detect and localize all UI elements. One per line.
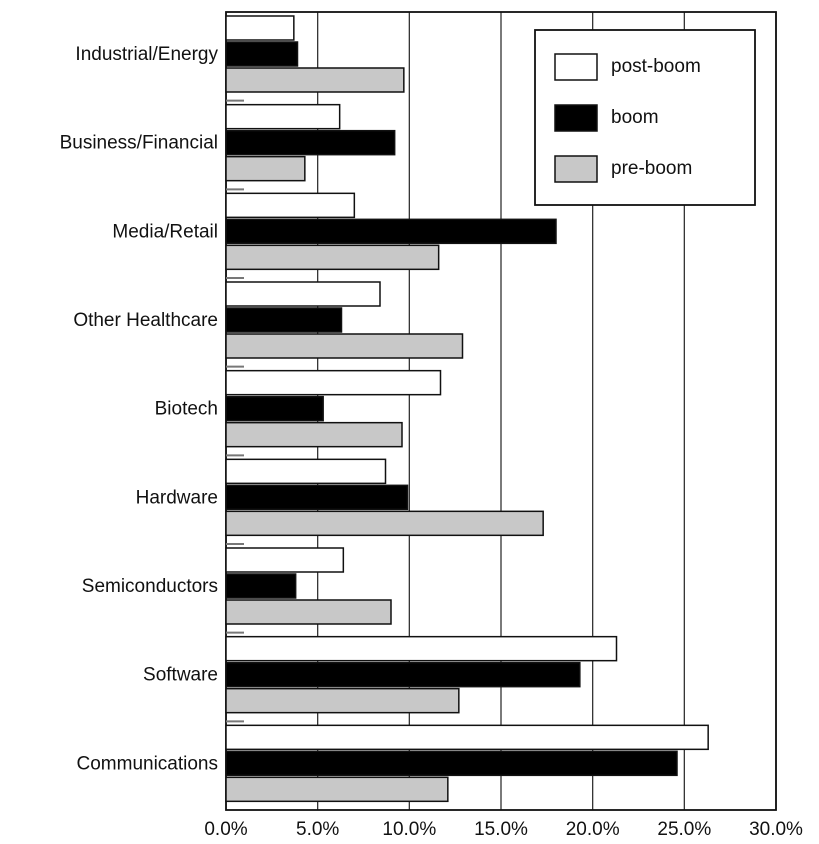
x-tick-label: 25.0% (657, 819, 711, 840)
y-tick-label: Business/Financial (60, 133, 218, 154)
bar (225, 192, 356, 219)
legend-label: post-boom (611, 56, 701, 77)
x-tick-label: 15.0% (474, 819, 528, 840)
bar (225, 103, 341, 130)
x-tick-label: 0.0% (204, 819, 247, 840)
x-tick-label: 20.0% (566, 819, 620, 840)
legend-label: pre-boom (611, 158, 692, 179)
bar (225, 750, 678, 777)
legend-swatch (554, 104, 598, 132)
bar (225, 15, 295, 41)
bar (225, 41, 299, 67)
legend-swatch (554, 155, 598, 183)
bar (225, 635, 618, 662)
bar (225, 458, 387, 485)
bar (225, 484, 409, 511)
y-tick-label: Semiconductors (82, 576, 218, 597)
bar (225, 369, 442, 396)
bar (225, 307, 343, 333)
y-tick-label: Software (143, 665, 218, 686)
x-tick-label: 10.0% (382, 819, 436, 840)
bar (225, 421, 403, 448)
y-tick-label: Other Healthcare (73, 310, 218, 331)
bar (225, 573, 297, 599)
bar (225, 661, 581, 688)
bar (225, 724, 709, 751)
bar (225, 776, 449, 803)
bar (225, 129, 396, 156)
y-tick-label: Media/Retail (112, 221, 218, 242)
bar (225, 547, 345, 573)
bar (225, 67, 405, 93)
y-tick-label: Industrial/Energy (75, 44, 218, 65)
y-tick-label: Hardware (136, 487, 218, 508)
x-tick-label: 5.0% (296, 819, 339, 840)
bar (225, 333, 464, 359)
bar (225, 218, 557, 245)
bar (225, 281, 381, 307)
y-tick-label: Biotech (155, 399, 218, 420)
bar (225, 395, 324, 422)
bar (225, 155, 306, 182)
bar (225, 599, 392, 625)
x-tick-label: 30.0% (749, 819, 803, 840)
y-tick-label: Communications (77, 753, 219, 774)
bar (225, 687, 460, 714)
legend-label: boom (611, 107, 659, 128)
bar (225, 510, 544, 537)
legend-swatch (554, 53, 598, 81)
bar (225, 244, 440, 271)
